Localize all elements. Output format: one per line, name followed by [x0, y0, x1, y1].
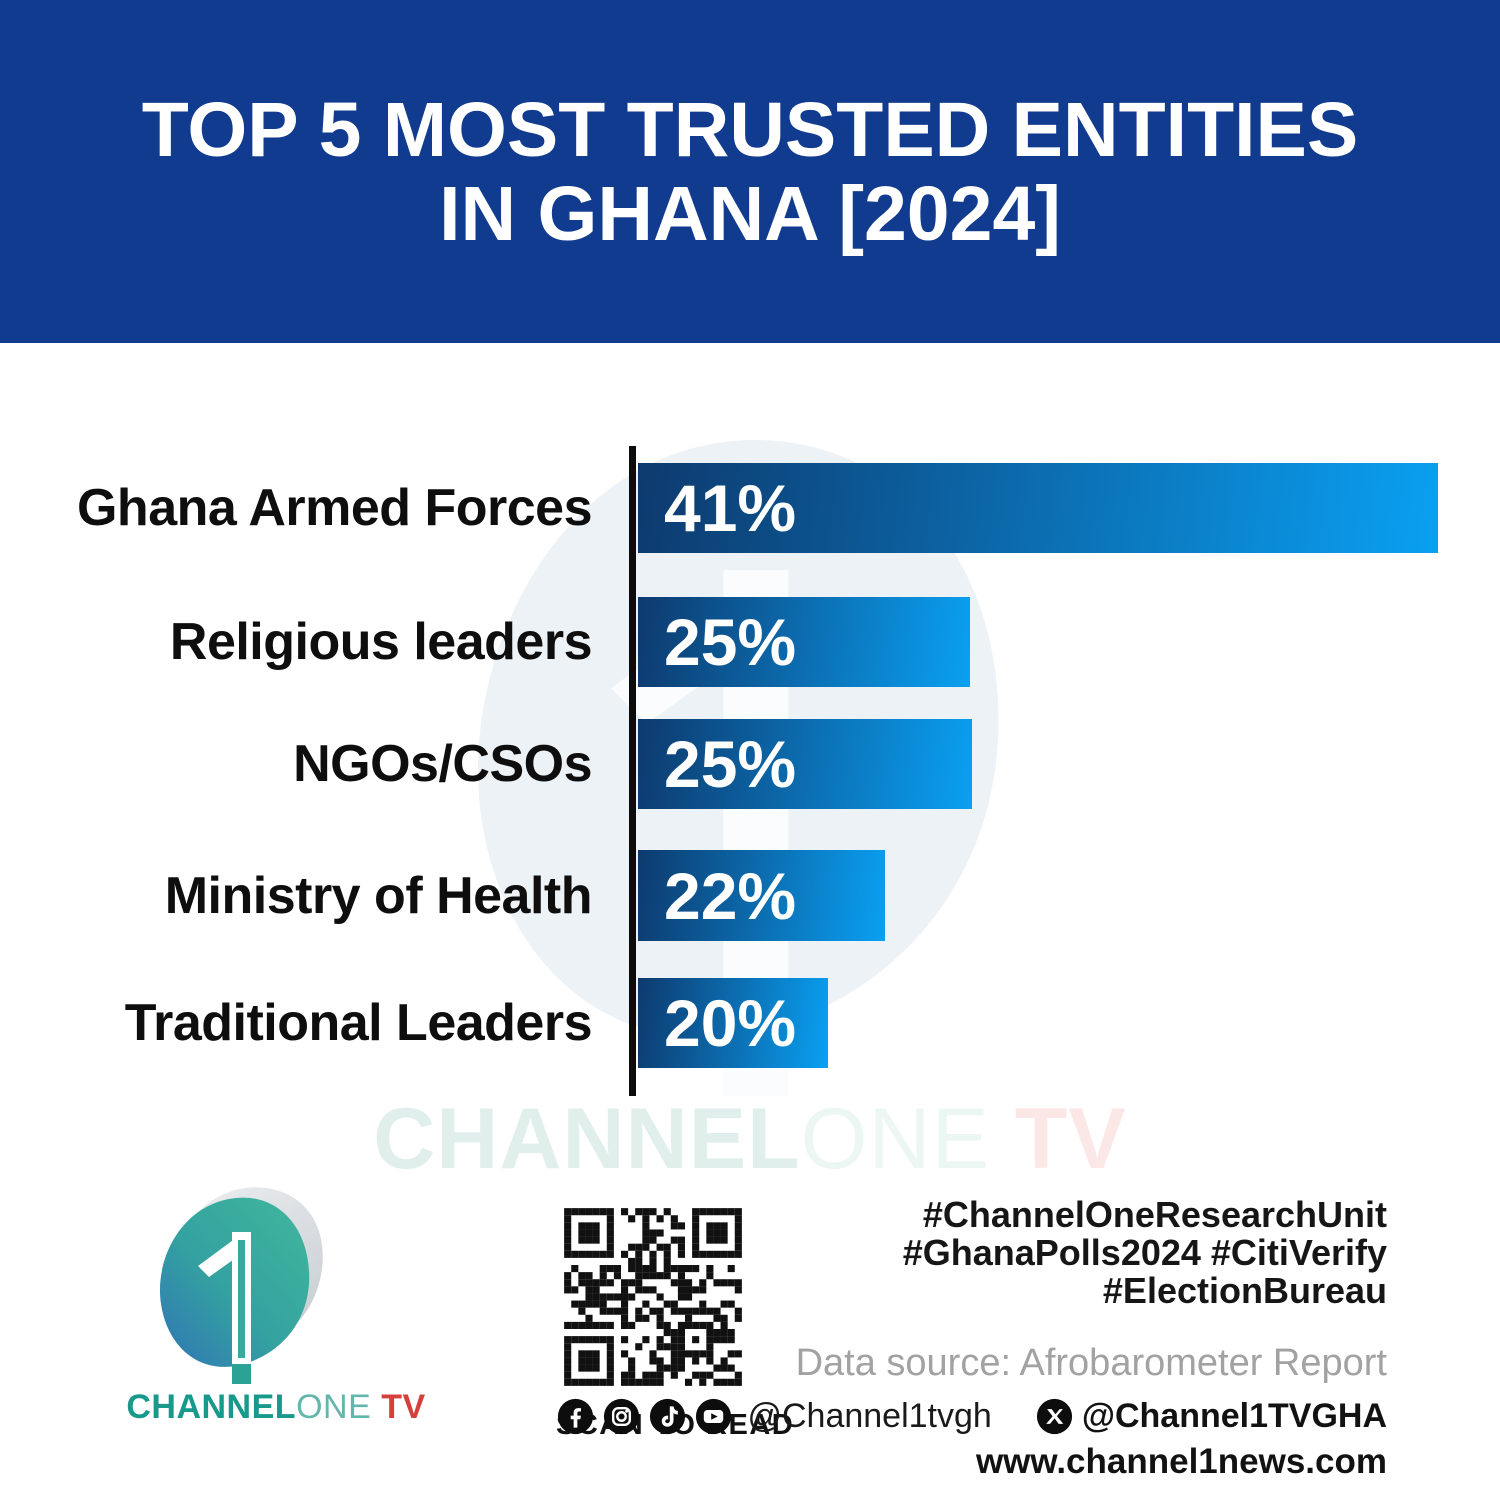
bar-row: Religious leaders 25%	[0, 597, 1500, 687]
y-axis-line	[629, 446, 636, 1096]
bar-label: Traditional Leaders	[124, 994, 593, 1052]
social-row: @Channel1tvgh @Channel1TVGHA	[557, 1397, 1387, 1436]
bar-value-label: 41%	[664, 471, 797, 545]
bar-label: NGOs/CSOs	[293, 735, 592, 793]
brand-wordmark: CHANNELONE TV	[120, 1388, 432, 1427]
bar: 41%	[638, 463, 1438, 553]
x-icon	[1036, 1398, 1072, 1435]
bar-value-label: 25%	[664, 605, 797, 679]
bar-row: Ministry of Health 22%	[0, 850, 1500, 941]
channel-one-logo	[159, 1187, 323, 1384]
bar: 22%	[638, 850, 885, 941]
data-source-note: Data source: Afrobarometer Report	[795, 1342, 1387, 1384]
wordmark-one: ONE	[296, 1388, 372, 1426]
wordmark-channel: CHANNEL	[126, 1388, 297, 1426]
bar: 25%	[638, 719, 972, 809]
bar: 25%	[638, 597, 970, 687]
header-banner: TOP 5 MOST TRUSTED ENTITIES IN GHANA [20…	[0, 0, 1500, 343]
page-title-line1: TOP 5 MOST TRUSTED ENTITIES	[141, 86, 1359, 173]
bar-label: Ministry of Health	[164, 866, 593, 925]
hashtag-line-2: #GhanaPolls2024 #CitiVerify	[902, 1232, 1387, 1273]
watermark-channel: CHANNEL	[373, 1091, 801, 1187]
brand-watermark-text: CHANNELONE TV	[0, 1090, 1500, 1189]
wordmark-tv: TV	[371, 1388, 426, 1426]
bar-label: Religious leaders	[169, 613, 593, 671]
social-handle: @Channel1tvgh	[747, 1397, 992, 1435]
bar-value-label: 22%	[664, 858, 797, 933]
bar-label: Ghana Armed Forces	[76, 479, 593, 537]
website-url: www.channel1news.com	[975, 1442, 1387, 1481]
instagram-icon	[604, 1398, 640, 1435]
watermark-tv: TV	[990, 1091, 1127, 1187]
hashtag-line-3: #ElectionBureau	[1102, 1270, 1387, 1311]
hashtag-line-1: #ChannelOneResearchUnit	[922, 1194, 1387, 1235]
bar-value-label: 20%	[664, 986, 797, 1060]
bar: 20%	[638, 978, 828, 1068]
page-title-line2: IN GHANA [2024]	[439, 170, 1061, 257]
qr-code	[556, 1200, 750, 1394]
watermark-one: ONE	[800, 1091, 990, 1187]
bar-row: NGOs/CSOs 25%	[0, 719, 1500, 809]
logo-one-glyph	[198, 1232, 251, 1384]
footer-right-block: #ChannelOneResearchUnit #GhanaPolls2024 …	[557, 1196, 1387, 1482]
bar-value-label: 25%	[664, 727, 797, 801]
x-handle: @Channel1TVGHA	[1081, 1397, 1387, 1435]
bar-row: Traditional Leaders 20%	[0, 978, 1500, 1068]
bar-row: Ghana Armed Forces 41%	[0, 463, 1500, 553]
tiktok-icon	[650, 1398, 686, 1435]
facebook-icon	[558, 1398, 594, 1435]
youtube-icon	[696, 1398, 732, 1435]
